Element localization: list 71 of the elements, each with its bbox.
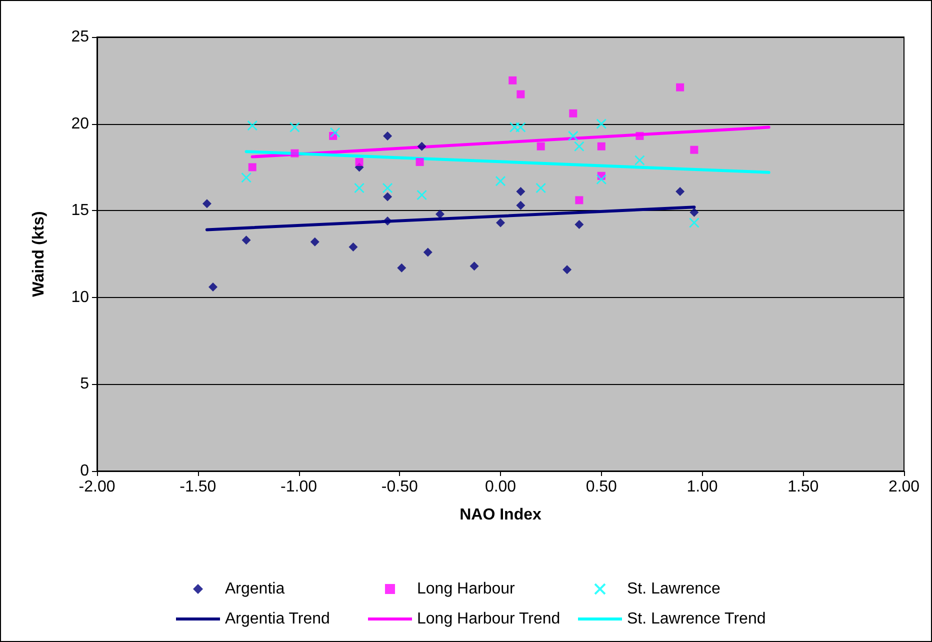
y-axis-title: Waind (kts): [30, 211, 48, 297]
point: [536, 142, 545, 150]
point: [354, 182, 365, 194]
point: [676, 83, 684, 92]
y-tick-label: 20: [71, 115, 90, 132]
point: [383, 192, 392, 202]
x-tick-label: -1.50: [180, 478, 216, 496]
point: [417, 142, 426, 151]
x-tick-label: 2.00: [888, 478, 920, 496]
point: [397, 263, 406, 272]
x-tick-label: 0.00: [484, 478, 516, 496]
point: [574, 220, 584, 229]
x-tick-label: -0.50: [381, 478, 418, 496]
point: [416, 190, 428, 200]
x-tick-label: 1.00: [686, 478, 718, 496]
point: [596, 118, 607, 130]
point: [496, 218, 505, 228]
point: [355, 158, 364, 166]
point: [423, 248, 432, 257]
point: [690, 146, 698, 154]
x-axis-title: NAO Index: [460, 506, 542, 524]
y-tick-label: 5: [80, 376, 90, 393]
x-tick-label: -1.00: [280, 478, 318, 496]
point: [516, 187, 526, 196]
point: [574, 141, 584, 152]
point: [676, 187, 685, 196]
point: [596, 174, 607, 185]
y-tick-label: 10: [71, 288, 90, 306]
point: [508, 76, 517, 84]
legend-label: Long Harbour Trend: [417, 610, 560, 628]
point: [516, 200, 526, 210]
point: [416, 158, 424, 166]
point: [536, 182, 546, 194]
point: [208, 282, 218, 292]
point: [688, 218, 700, 228]
x-tick-label: 0.50: [586, 478, 618, 496]
point: [690, 208, 699, 217]
point: [509, 122, 520, 133]
legend-label: Argentia: [225, 580, 285, 598]
point: [248, 163, 256, 172]
point: [575, 196, 584, 204]
point: [495, 176, 506, 186]
point: [330, 127, 340, 138]
point: [568, 130, 578, 142]
legend-label: Long Harbour: [417, 580, 516, 598]
point: [289, 122, 300, 133]
point: [348, 242, 358, 252]
legend-label: Argentia Trend: [225, 610, 330, 628]
point: [202, 199, 212, 208]
point: [516, 90, 525, 98]
point: [382, 182, 393, 194]
point: [242, 236, 251, 245]
point: [634, 155, 645, 166]
y-tick-label: 25: [71, 28, 90, 46]
point: [247, 120, 258, 131]
legend-label: St. Lawrence Trend: [627, 610, 766, 628]
y-tick-label: 0: [80, 462, 90, 480]
x-tick-label: 1.50: [788, 478, 819, 496]
point: [569, 109, 578, 118]
x-tick-label: -2.00: [78, 478, 116, 496]
point: [515, 122, 526, 133]
point: [470, 262, 479, 271]
point: [636, 132, 644, 140]
point: [241, 172, 252, 183]
legend-label: St. Lawrence: [627, 580, 720, 598]
y-tick-label: 15: [71, 202, 90, 220]
point: [310, 237, 320, 246]
point: [290, 149, 299, 158]
point: [383, 131, 392, 140]
point: [562, 265, 572, 274]
point: [597, 142, 606, 150]
